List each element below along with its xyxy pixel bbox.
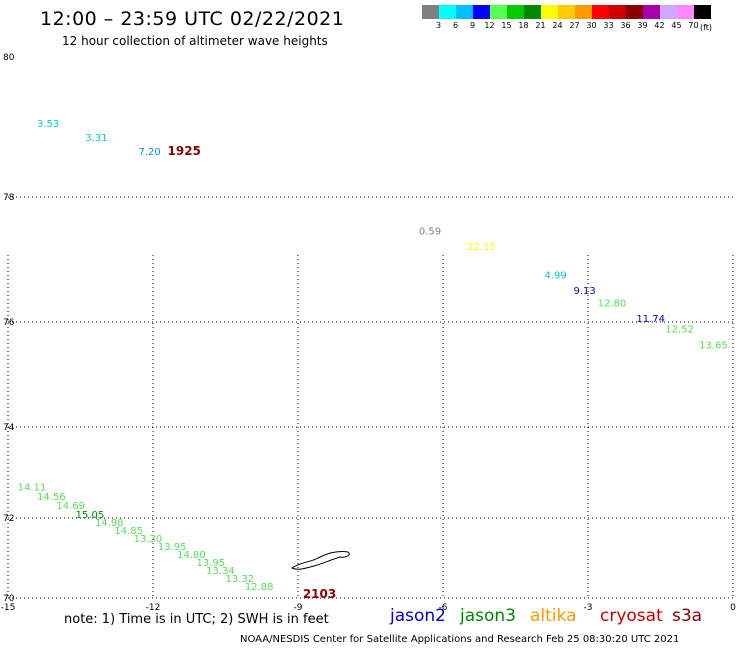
wave-height-value: 14.85: [114, 526, 143, 537]
colorbar-swatch: [643, 5, 660, 19]
wave-height-value: 13.65: [699, 340, 728, 351]
colorbar-swatch: [456, 5, 473, 19]
wave-height-value: 7.20: [139, 147, 161, 158]
colorbar-swatch: [473, 5, 490, 19]
colorbar-label: 24: [552, 21, 563, 30]
colorbar-swatch: [609, 5, 626, 19]
colorbar-label: 9: [469, 21, 476, 30]
lat-tick-label: 74: [3, 423, 15, 433]
colorbar-swatch: [694, 5, 711, 19]
lat-tick-label: 76: [3, 318, 15, 328]
wave-height-colorbar: 3 6 9 12 15 18 21 24 27 30 33 36 39 42 45 70 (ft): [422, 5, 713, 32]
wave-height-value: 12.88: [245, 582, 274, 593]
colorbar-swatch: [422, 5, 439, 19]
wave-height-value: 11.74: [636, 314, 665, 325]
colorbar-unit: (ft): [700, 23, 713, 32]
wave-height-value: 13.95: [197, 558, 226, 569]
colorbar-labels: 3 6 9 12 15 18 21 24 27 30 33 36 39 42 45 70: [422, 21, 711, 30]
colorbar-swatch: [439, 5, 456, 19]
colorbar-label: 21: [535, 21, 546, 30]
jan-mayen-island: [291, 551, 350, 570]
pass-time-label: 2103: [303, 587, 336, 601]
satellite-altika-label: altika: [530, 606, 577, 626]
colorbar-label: 33: [603, 21, 614, 30]
wave-height-value: 13.30: [134, 534, 163, 545]
lat-tick-label: 78: [3, 193, 15, 203]
colorbar-label: 15: [501, 21, 512, 30]
footer-credit: NOAA/NESDIS Center for Satellite Applica…: [240, 634, 680, 645]
colorbar-label: 70: [688, 21, 699, 30]
lon-tick-label: -15: [1, 603, 16, 613]
lon-tick-label: -6: [439, 603, 448, 613]
colorbar-label: 3: [435, 21, 442, 30]
satellite-jason2-label: jason2: [390, 606, 446, 626]
pass-time-label: 1925: [168, 144, 201, 158]
colorbar-swatches: [422, 5, 711, 19]
wave-height-value: 14.80: [177, 550, 206, 561]
wave-height-value: 13.32: [226, 574, 255, 585]
wave-height-value: 15.05: [76, 510, 105, 521]
lat-tick-label: 72: [3, 514, 14, 524]
lat-tick-label: 70: [3, 594, 15, 604]
wave-height-value: 3.53: [37, 119, 59, 130]
colorbar-swatch: [558, 5, 575, 19]
lon-tick-label: 0: [730, 603, 736, 613]
wave-height-value: 22.15: [467, 242, 496, 253]
colorbar-label: 27: [569, 21, 580, 30]
colorbar-swatch: [575, 5, 592, 19]
wave-height-value: 12.52: [665, 325, 694, 336]
lon-tick-label: -9: [294, 603, 303, 613]
wave-height-value: 13.34: [206, 566, 235, 577]
colorbar-swatch: [541, 5, 558, 19]
colorbar-label: 42: [654, 21, 665, 30]
wave-height-value: 14.98: [95, 518, 124, 529]
colorbar-label: 12: [484, 21, 495, 30]
colorbar-label: 6: [452, 21, 459, 30]
colorbar-label: 39: [637, 21, 648, 30]
lon-tick-label: -12: [146, 603, 161, 613]
lon-tick-label: -3: [584, 603, 593, 613]
satellite-cryosat-label: cryosat: [600, 606, 663, 626]
colorbar-swatch: [507, 5, 524, 19]
lat-tick-label: 80: [3, 53, 15, 63]
wave-height-value: 4.99: [545, 270, 567, 281]
colorbar-label: 45: [671, 21, 682, 30]
wave-height-value: 0.59: [419, 227, 441, 238]
map-title: 12:00 – 23:59 UTC 02/22/2021: [40, 8, 345, 30]
satellite-s3a-label: s3a: [672, 606, 703, 626]
wave-height-value: 13.95: [158, 542, 187, 553]
colorbar-label: 30: [586, 21, 597, 30]
wave-height-value: 3.31: [85, 133, 107, 144]
colorbar-swatch: [677, 5, 694, 19]
colorbar-swatch: [524, 5, 541, 19]
wave-height-value: 14.69: [56, 501, 85, 512]
colorbar-swatch: [490, 5, 507, 19]
colorbar-swatch: [660, 5, 677, 19]
wave-height-value: 12.80: [598, 298, 627, 309]
colorbar-swatch: [626, 5, 643, 19]
satellite-jason3-label: jason3: [460, 606, 516, 626]
wave-height-value: 9.13: [574, 286, 596, 297]
colorbar-swatch: [592, 5, 609, 19]
colorbar-label: 36: [620, 21, 631, 30]
wave-height-value: 14.11: [18, 483, 47, 494]
note-text: note: 1) Time is in UTC; 2) SWH is in fe…: [64, 612, 329, 627]
wave-height-value: 14.56: [37, 492, 66, 503]
map-subtitle: 12 hour collection of altimeter wave hei…: [62, 34, 328, 48]
colorbar-label: 18: [518, 21, 529, 30]
